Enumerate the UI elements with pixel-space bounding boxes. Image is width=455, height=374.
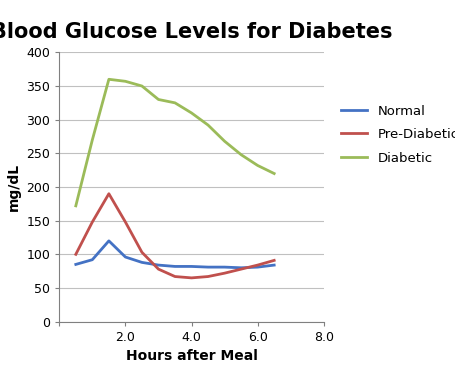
Diabetic [106,77,111,82]
Diabetic [205,123,210,127]
Diabetic [89,138,95,142]
Diabetic [172,101,177,105]
Pre-Diabetic [271,258,276,263]
Pre-Diabetic [156,267,161,272]
Normal [172,264,177,269]
Normal [238,266,243,270]
Normal [89,257,95,262]
Diabetic [188,111,194,115]
Pre-Diabetic [254,263,260,267]
Normal [188,264,194,269]
Diabetic [271,171,276,176]
Pre-Diabetic [73,252,78,257]
Line: Diabetic: Diabetic [76,79,273,206]
Diabetic [139,84,144,88]
Line: Pre-Diabetic: Pre-Diabetic [76,194,273,278]
Normal [73,262,78,267]
Normal [139,260,144,265]
Diabetic [254,163,260,168]
Diabetic [73,203,78,208]
Line: Normal: Normal [76,241,273,268]
Pre-Diabetic [238,267,243,272]
Y-axis label: mg/dL: mg/dL [7,163,21,211]
Pre-Diabetic [205,274,210,279]
Legend: Normal, Pre-Diabetic, Diabetic: Normal, Pre-Diabetic, Diabetic [335,99,455,170]
Normal [205,265,210,269]
Normal [271,263,276,267]
Pre-Diabetic [122,220,128,224]
Normal [254,265,260,269]
Normal [106,239,111,243]
Pre-Diabetic [139,250,144,255]
Title: Blood Glucose Levels for Diabetes: Blood Glucose Levels for Diabetes [0,22,391,43]
Normal [156,263,161,267]
Pre-Diabetic [106,191,111,196]
Pre-Diabetic [222,271,227,275]
Pre-Diabetic [188,276,194,280]
X-axis label: Hours after Meal: Hours after Meal [125,349,257,363]
Diabetic [156,97,161,102]
Normal [122,255,128,259]
Diabetic [222,139,227,144]
Pre-Diabetic [89,220,95,224]
Normal [222,265,227,269]
Diabetic [122,79,128,83]
Diabetic [238,153,243,157]
Pre-Diabetic [172,274,177,279]
